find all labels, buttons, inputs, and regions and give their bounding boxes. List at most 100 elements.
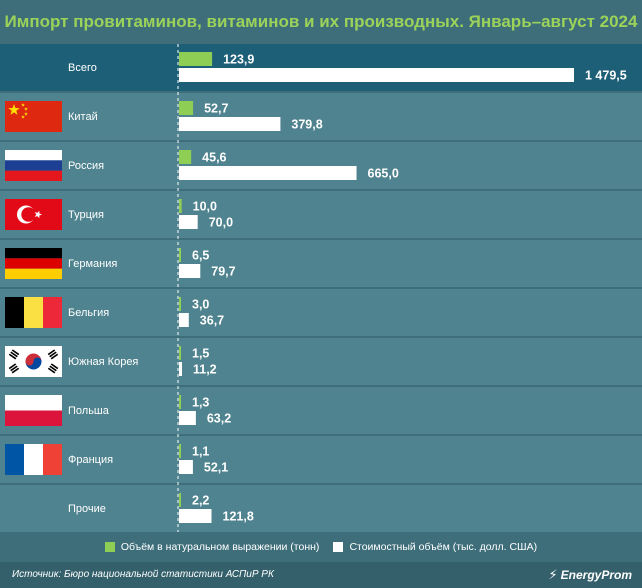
volume-data-label: 1,3	[192, 396, 209, 410]
value-data-label: 70,0	[209, 216, 233, 230]
flag-stripe	[24, 444, 43, 475]
volume-data-label: 3,0	[192, 298, 209, 312]
bar-chart: Всего Китай Россия Турция Германия Бельгия Южн…	[0, 44, 642, 532]
flag-trigram-bar	[11, 367, 20, 374]
row-band	[0, 44, 642, 91]
volume-bar	[179, 346, 181, 360]
flag-taeguk-red	[25, 357, 34, 366]
flag-trigram-bar	[10, 351, 18, 358]
flag-stripe	[43, 444, 62, 475]
category-label: Всего	[68, 62, 97, 74]
flag-trigram-bar	[8, 363, 17, 370]
south-korea-flag	[5, 346, 62, 377]
flag-stripe	[5, 268, 62, 279]
flag-trigram-bar	[50, 353, 59, 360]
legend-swatch-value	[333, 542, 344, 552]
flag-star	[21, 115, 25, 119]
row-band	[0, 436, 642, 483]
value-data-label: 379,8	[291, 118, 322, 132]
volume-data-label: 6,5	[192, 249, 209, 263]
category-label: Франция	[68, 454, 113, 466]
footer: Источник: Бюро национальной статистики А…	[0, 562, 642, 588]
value-bar	[179, 509, 212, 523]
legend-label-volume: Объём в натуральном выражении (тонн)	[120, 541, 320, 553]
value-data-label: 1 479,5	[585, 69, 627, 83]
row-band	[0, 93, 642, 140]
source-note: Источник: Бюро национальной статистики А…	[12, 569, 274, 580]
value-data-label: 63,2	[207, 412, 231, 426]
volume-bar	[179, 493, 181, 507]
volume-data-label: 1,1	[192, 445, 209, 459]
flag-stripe	[5, 395, 62, 411]
category-label: Россия	[68, 160, 104, 172]
flag-trigram-bar	[11, 349, 20, 356]
flag-trigram-bar	[47, 367, 56, 374]
germany-flag	[5, 248, 62, 279]
flag-trigram-bar	[47, 349, 56, 356]
value-data-label: 11,2	[193, 363, 217, 377]
value-bar	[179, 313, 189, 327]
flag-stripe	[43, 297, 62, 328]
flag-stripe	[5, 258, 62, 269]
flag-stripe	[5, 444, 24, 475]
flag-trigram	[47, 349, 59, 360]
category-label: Германия	[68, 258, 117, 270]
flag-star	[24, 112, 28, 116]
volume-data-label: 1,5	[192, 347, 209, 361]
category-label: Турция	[68, 209, 104, 221]
flag-stripe	[5, 160, 62, 171]
flag-stripe	[5, 297, 24, 328]
category-label: Прочие	[68, 503, 106, 515]
turkey-flag	[5, 199, 62, 230]
legend: Объём в натуральном выражении (тонн) Сто…	[0, 536, 642, 558]
value-bar	[179, 411, 196, 425]
volume-bar	[179, 297, 181, 311]
category-label: Китай	[68, 111, 98, 123]
flag-stripe	[5, 170, 62, 181]
row-band	[0, 387, 642, 434]
flag-trigram	[8, 363, 20, 374]
flag-taeguk-blue	[33, 357, 42, 366]
row-band	[0, 338, 642, 385]
flag-crescent-cut	[21, 207, 36, 222]
chart-title: Импорт провитаминов, витаминов и их прои…	[4, 12, 638, 31]
volume-bar	[179, 444, 181, 458]
flag-stripe	[5, 248, 62, 259]
legend-label-value: Стоимостный объём (тыс. долл. США)	[349, 541, 538, 553]
volume-data-label: 123,9	[223, 53, 254, 67]
volume-data-label: 52,7	[204, 102, 228, 116]
row-band	[0, 142, 642, 189]
category-label: Южная Корея	[68, 356, 138, 368]
category-label: Польша	[68, 405, 110, 417]
value-data-label: 665,0	[368, 167, 399, 181]
china-flag	[5, 101, 62, 132]
value-data-label: 52,1	[204, 461, 228, 475]
volume-bar	[179, 395, 181, 409]
row-band	[0, 485, 642, 532]
value-bar	[179, 460, 193, 474]
value-bar	[179, 117, 281, 131]
volume-data-label: 2,2	[192, 494, 209, 508]
flag-trigram-bar	[50, 363, 59, 370]
flag-stripe	[5, 410, 62, 426]
value-bar	[179, 166, 357, 180]
legend-item-volume: Объём в натуральном выражении (тонн)	[104, 541, 320, 553]
legend-swatch-volume	[104, 542, 115, 552]
volume-data-label: 45,6	[202, 151, 226, 165]
lightning-icon: ⚡	[548, 567, 558, 582]
france-flag	[5, 444, 62, 475]
value-bar	[179, 68, 574, 82]
volume-bar	[179, 52, 213, 66]
legend-item-value: Стоимостный объём (тыс. долл. США)	[333, 541, 537, 553]
category-label: Бельгия	[68, 307, 109, 319]
brand-logo: ⚡ EnergyProm	[549, 567, 633, 583]
value-data-label: 121,8	[223, 510, 254, 524]
flag-trigram-bar	[10, 365, 18, 372]
row-band	[0, 191, 642, 238]
flag-star	[8, 104, 20, 115]
russia-flag	[5, 150, 62, 181]
value-bar	[179, 362, 182, 376]
flag-stripe	[24, 297, 43, 328]
flag-trigram-bar	[8, 353, 17, 360]
flag-star	[24, 107, 28, 111]
